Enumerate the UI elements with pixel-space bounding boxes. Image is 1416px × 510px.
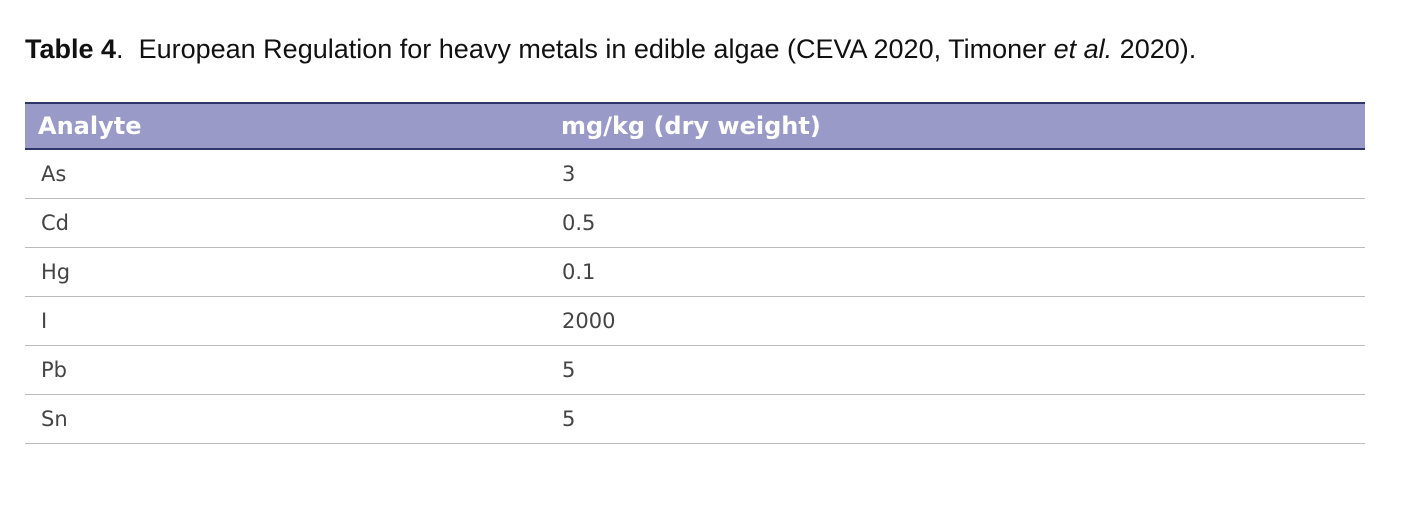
caption-text: European Regulation for heavy metals in … [138, 34, 1054, 64]
table-row: Cd 0.5 [25, 198, 1365, 248]
table-cell: Sn [25, 394, 548, 444]
caption-text-end: 2020). [1112, 34, 1197, 64]
caption-label: Table 4 [25, 34, 117, 64]
table: Analyte mg/kg (dry weight) As 3 Cd 0.5 Hg 0.1 I… [25, 102, 1365, 444]
caption-label-end: . [116, 34, 124, 64]
header-cell: Analyte [25, 102, 548, 150]
table-body: As 3 Cd 0.5 Hg 0.1 I 2000 Pb 5 Sn 5 [25, 149, 1365, 444]
header-row: Analyte mg/kg (dry weight) [25, 102, 1365, 150]
caption-italic: et al. [1053, 34, 1113, 64]
table-cell: 0.5 [548, 198, 1365, 248]
table-cell: 5 [548, 394, 1365, 444]
table-row: Pb 5 [25, 345, 1365, 395]
table-header: Analyte mg/kg (dry weight) [25, 102, 1365, 150]
table-cell: Hg [25, 247, 548, 297]
caption: Table 4. European Regulation for heavy m… [25, 34, 1196, 65]
table-cell: As [25, 149, 548, 199]
table-cell: 2000 [548, 296, 1365, 346]
table-row: As 3 [25, 149, 1365, 199]
table-cell: 5 [548, 345, 1365, 395]
header-cell: mg/kg (dry weight) [548, 102, 1365, 150]
table-cell: I [25, 296, 548, 346]
table-cell: 3 [548, 149, 1365, 199]
table-row: Hg 0.1 [25, 247, 1365, 297]
table-row: I 2000 [25, 296, 1365, 346]
table-cell: 0.1 [548, 247, 1365, 297]
table-row: Sn 5 [25, 394, 1365, 444]
table-cell: Cd [25, 198, 548, 248]
table-cell: Pb [25, 345, 548, 395]
